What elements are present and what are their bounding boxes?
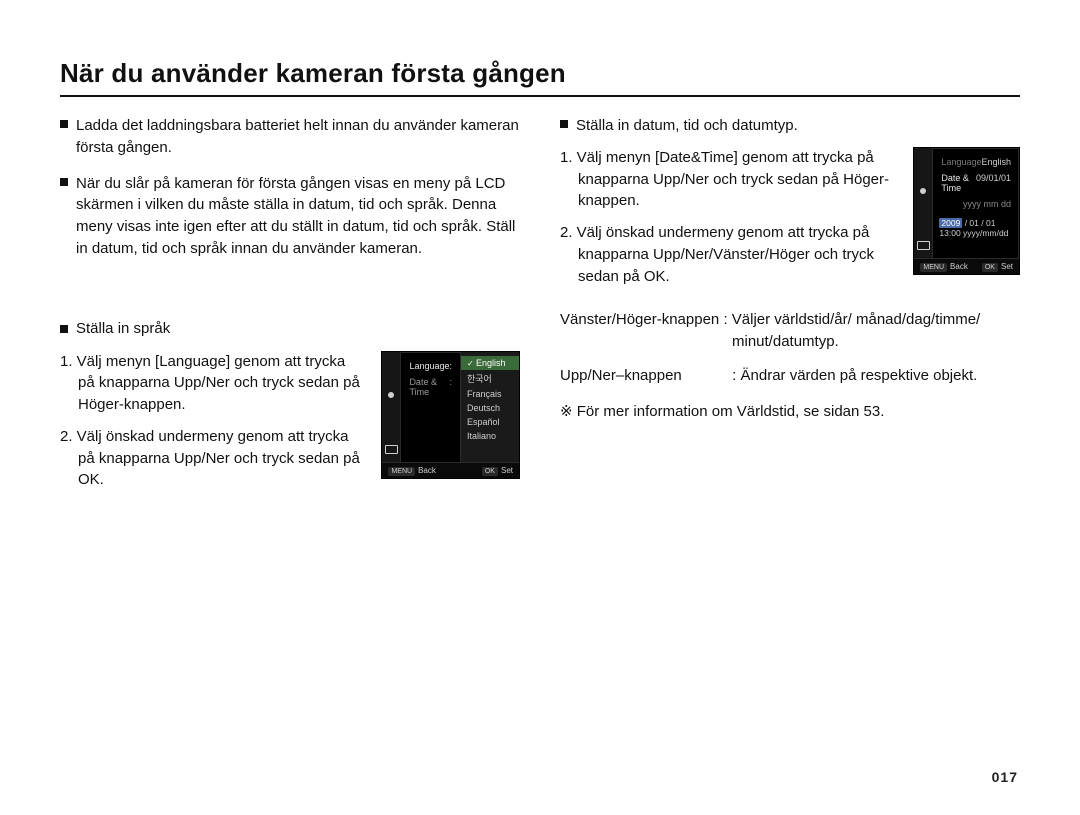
right-column: Ställa in datum, tid och datumtyp. 1. Vä… [560,115,1020,501]
button-explain-1: Vänster/Höger-knappen : Väljer världstid… [560,309,1020,331]
datetime-step-2: 2. Välj önskad undermeny genom att tryck… [560,222,895,287]
button-explain-2: Upp/Ner–knappen : Ändrar värden på respe… [560,365,1020,387]
lcd2-menu: Language English Date & Time 09/01/01 yy… [933,148,1019,258]
lcd-lens-icon [388,392,394,398]
lcd-language-options: English 한국어 Français Deutsch Español Ita… [460,352,519,462]
lcd2-menu-datetime: Date & Time 09/01/01 [939,170,1013,196]
lcd-opt-deutsch: Deutsch [461,401,519,415]
worldtime-note: ※ För mer information om Världstid, se s… [560,401,1020,423]
lcd2-menu-language: Language English [939,154,1013,170]
lcd-back-label: Back [418,466,436,475]
lcd-menu-language: Language: [407,358,454,374]
title-rule [60,95,1020,97]
lcd-menu: Language: Date & Time: [401,352,460,462]
kv1-key: Vänster/Höger-knappen [560,309,719,331]
button-explain-1b: minut/datumtyp. [732,331,1020,353]
lcd2-footer: MENUBack OKSet [914,258,1019,274]
lcd2-edit-row: 2009 / 01 / 01 13:00 yyyy/mm/dd [939,218,1013,238]
kv1-val: : Väljer världstid/år/ månad/dag/timme/ [723,311,980,328]
lcd2-date-format: yyyy mm dd [963,199,1011,209]
kv2-key: Upp/Ner–knappen [560,365,728,387]
lcd2-set-label: Set [1001,262,1013,271]
two-column-layout: Ladda det laddningsbara batteriet helt i… [60,115,1020,501]
battery-icon [385,445,398,454]
manual-page: När du använder kameran första gången La… [0,0,1080,501]
datetime-steps: 1. Välj menyn [Date&Time] genom att tryc… [560,147,895,298]
lcd-datetime-screenshot: Language English Date & Time 09/01/01 yy… [913,147,1020,275]
lcd-opt-italiano: Italiano [461,429,519,443]
datetime-step-1: 1. Välj menyn [Date&Time] genom att tryc… [560,147,895,212]
lcd2-menu-language-value: English [981,157,1011,167]
set-datetime-heading: Ställa in datum, tid och datumtyp. [560,115,1020,137]
lcd-opt-francais: Français [461,387,519,401]
language-step-row: 1. Välj menyn [Language] genom att tryck… [60,351,520,502]
lcd-menu-datetime-label: Date & Time [409,377,449,397]
lcd2-menu-datetime-value: 09/01/01 [976,173,1011,193]
lcd-opt-korean: 한국어 [461,370,519,387]
lcd-sidebar [382,352,401,462]
lcd-menu-datetime: Date & Time: [407,374,454,400]
lcd-ok-btn-icon: OK [482,467,498,476]
lcd-opt-english: English [461,356,519,370]
lcd-opt-espanol: Español [461,415,519,429]
lcd2-sidebar [914,148,933,258]
set-language-heading: Ställa in språk [60,320,520,337]
kv2-val: : Ändrar värden på respektive objekt. [732,367,977,384]
lcd2-back-label: Back [950,262,968,271]
lcd2-ok-btn-icon: OK [982,263,998,272]
lcd-set-label: Set [501,466,513,475]
lcd-footer: MENUBack OKSet [382,462,519,478]
lcd2-menu-btn-icon: MENU [920,263,947,272]
lcd2-edit-year: 2009 [939,218,962,228]
intro-para-1: Ladda det laddningsbara batteriet helt i… [60,115,520,159]
language-step-1: 1. Välj menyn [Language] genom att tryck… [60,351,363,416]
intro-para-2: När du slår på kameran för första gången… [60,173,520,260]
battery-icon [917,241,930,250]
lcd2-lens-icon [920,188,926,194]
page-title: När du använder kameran första gången [60,58,1020,89]
lcd-menu-btn-icon: MENU [388,467,415,476]
lcd2-menu-language-label: Language [941,157,981,167]
lcd2-menu-datetime-label: Date & Time [941,173,976,193]
left-column: Ladda det laddningsbara batteriet helt i… [60,115,520,501]
datetime-step-row: 1. Välj menyn [Date&Time] genom att tryc… [560,147,1020,298]
language-steps: 1. Välj menyn [Language] genom att tryck… [60,351,363,502]
lcd-language-screenshot: Language: Date & Time: English 한국어 Franç… [381,351,520,479]
language-step-2: 2. Välj önskad undermeny genom att tryck… [60,426,363,491]
lcd-menu-language-label: Language [409,361,449,371]
kv1-val2: minut/datumtyp. [732,333,839,350]
page-number: 017 [992,769,1018,785]
